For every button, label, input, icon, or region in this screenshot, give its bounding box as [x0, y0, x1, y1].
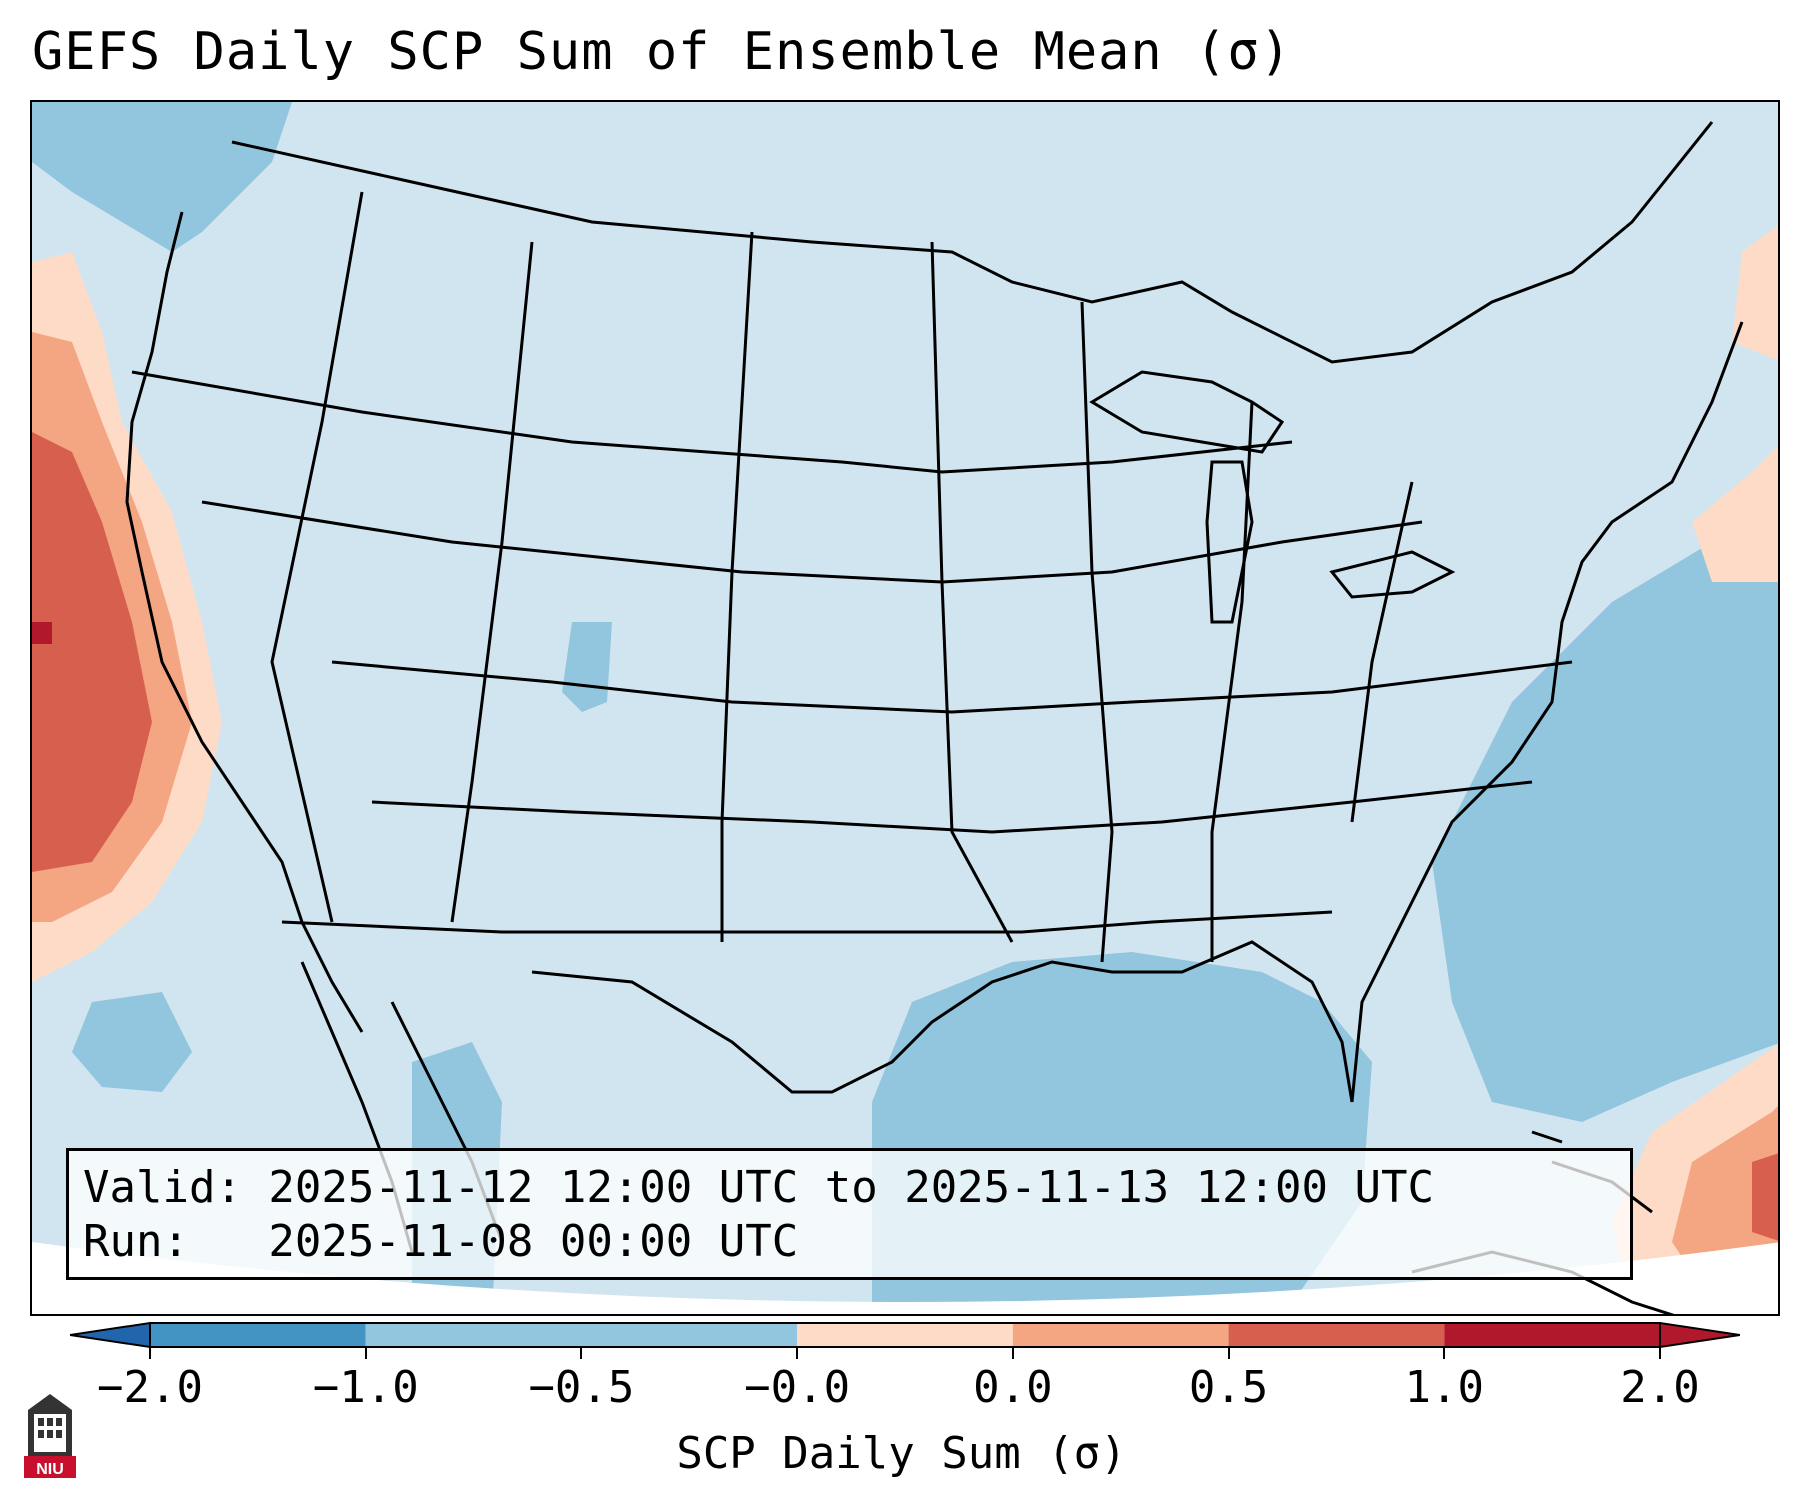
valid-time-box: Valid: 2025-11-12 12:00 UTC to 2025-11-1… [66, 1148, 1633, 1280]
colorbar-tick-mark [1227, 1347, 1230, 1359]
colorbar-tick-mark [364, 1347, 367, 1359]
colorbar [70, 1321, 1740, 1349]
colorbar-tick-label: 1.0 [1404, 1362, 1485, 1413]
colorbar-tick-label: −1.0 [312, 1362, 419, 1413]
logo-text: NIU [36, 1461, 64, 1478]
colorbar-segment [150, 1323, 366, 1347]
colorbar-segment [581, 1323, 798, 1347]
valid-line: Valid: 2025-11-12 12:00 UTC to 2025-11-1… [83, 1162, 1435, 1213]
colorbar-tick-mark [1011, 1347, 1014, 1359]
colorbar-segment [1012, 1323, 1229, 1347]
niu-tower-logo-icon: NIU [24, 1394, 76, 1478]
pacific-positive-anomaly [32, 252, 222, 982]
colorbar-label: SCP Daily Sum (σ) [676, 1428, 1127, 1479]
colorbar-tick-label: 0.0 [973, 1362, 1053, 1413]
colorbar-tick-mark [1443, 1347, 1446, 1359]
colorbar-segment [365, 1323, 582, 1347]
colorbar-tick-mark [580, 1347, 583, 1359]
map-svg [32, 102, 1778, 1314]
colorbar-extend-high [1659, 1321, 1740, 1349]
projection-edge [32, 1242, 1778, 1314]
colorbar-outline [149, 1322, 1661, 1348]
figure-title: GEFS Daily SCP Sum of Ensemble Mean (σ) [32, 22, 1292, 82]
colorbar-segment [1444, 1323, 1660, 1347]
colorbar-tick-mark [149, 1347, 151, 1359]
colorbar-tick-label: −0.5 [528, 1362, 635, 1413]
colorbar-tick-label: 2.0 [1620, 1362, 1700, 1413]
colorbar-tick-mark [796, 1347, 799, 1359]
colorbar-segments [150, 1323, 1660, 1347]
colorbar-extend-low [70, 1321, 151, 1349]
colorbar-tick-label: −2.0 [97, 1362, 203, 1413]
colorbar-tick-label: 0.5 [1188, 1362, 1269, 1413]
northwest-negative-anomaly [32, 102, 612, 1092]
colorbar-tick-mark [1659, 1347, 1661, 1359]
colorbar-segment [1228, 1323, 1445, 1347]
colorbar-tick-label: −0.0 [744, 1362, 851, 1413]
run-line: Run: 2025-11-08 00:00 UTC [83, 1216, 799, 1267]
map-panel [30, 100, 1780, 1316]
colorbar-segment [797, 1323, 1013, 1347]
